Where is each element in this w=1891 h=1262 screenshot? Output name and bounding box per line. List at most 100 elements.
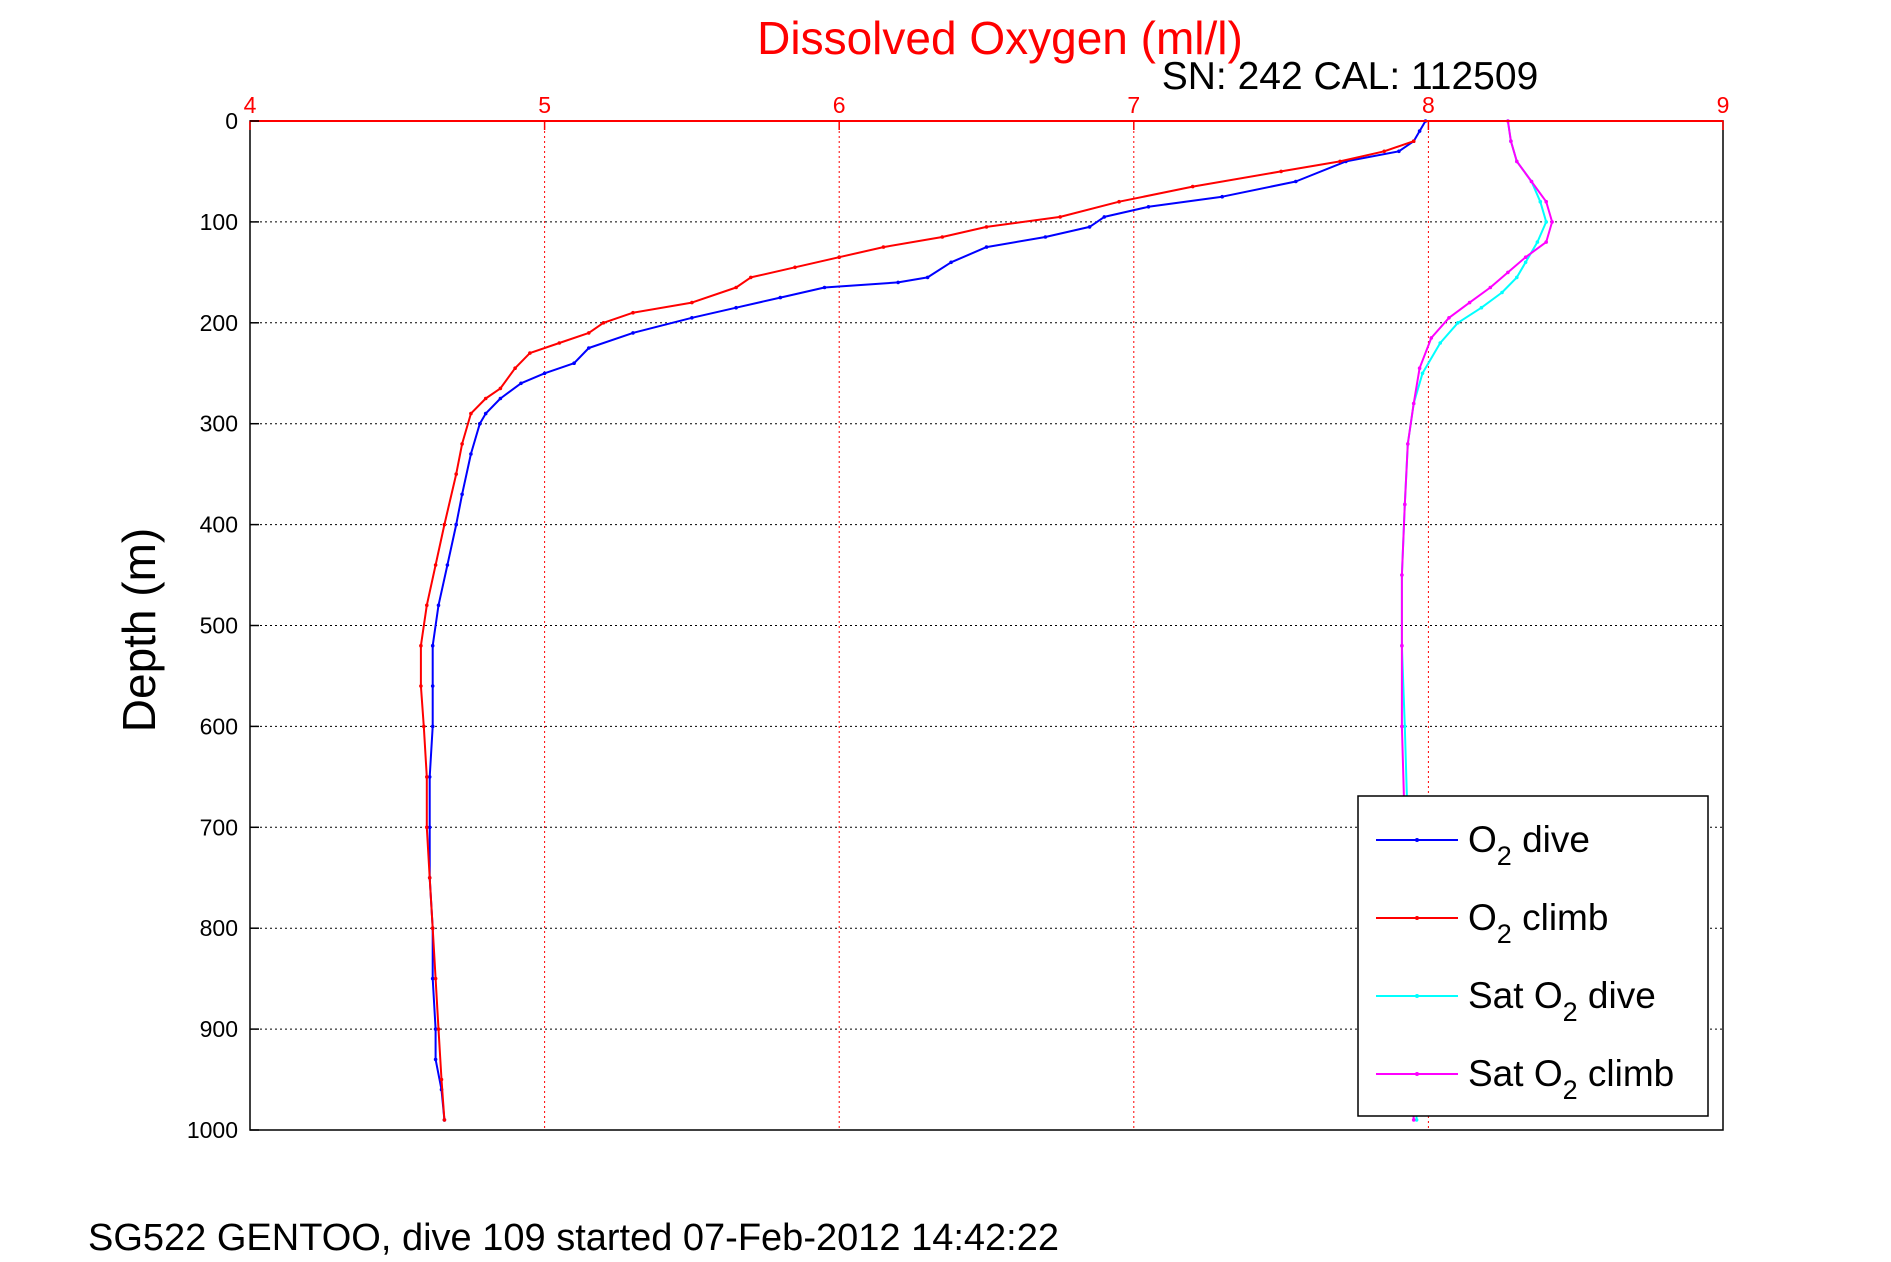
data-point xyxy=(1400,573,1404,577)
legend-box xyxy=(1357,795,1709,1117)
data-point xyxy=(1456,321,1460,325)
data-point xyxy=(1538,199,1543,204)
data-point xyxy=(557,341,562,345)
data-point xyxy=(984,245,989,249)
data-point xyxy=(1529,179,1534,184)
x-tick-label: 9 xyxy=(1717,92,1730,118)
data-point xyxy=(1523,255,1528,259)
data-point xyxy=(1515,275,1519,280)
data-point xyxy=(1117,199,1121,204)
legend-label: Sat O2 dive xyxy=(1468,975,1656,1027)
data-point xyxy=(445,563,450,567)
data-point xyxy=(519,381,523,386)
data-point xyxy=(425,825,429,830)
data-point xyxy=(1447,316,1451,320)
data-point xyxy=(1515,159,1519,164)
data-point xyxy=(1500,290,1504,295)
data-point xyxy=(454,472,459,476)
data-point xyxy=(513,366,517,371)
data-point xyxy=(1400,643,1404,648)
data-point xyxy=(483,396,488,401)
y-axis-label: Depth (m) xyxy=(113,528,165,732)
data-point xyxy=(1429,336,1434,340)
y-tick-label: 800 xyxy=(200,915,238,941)
data-point xyxy=(430,976,435,981)
data-point xyxy=(1338,159,1342,164)
legend-swatch-marker xyxy=(1415,838,1419,842)
data-point xyxy=(1523,260,1528,265)
x-tick-label: 7 xyxy=(1127,92,1140,118)
data-point xyxy=(1294,179,1298,184)
data-point xyxy=(1544,199,1548,204)
legend-item-o2-climb: O2 climb xyxy=(1376,897,1608,949)
data-point xyxy=(433,563,438,567)
data-point xyxy=(460,442,464,446)
data-point xyxy=(925,275,930,280)
data-point xyxy=(433,1057,438,1062)
data-point xyxy=(734,285,738,290)
data-point xyxy=(749,275,753,280)
data-point xyxy=(734,305,738,310)
data-point xyxy=(1414,1118,1419,1122)
data-point xyxy=(778,295,783,300)
data-point xyxy=(439,1077,444,1082)
legend-item-sat-climb: Sat O2 climb xyxy=(1376,1053,1674,1105)
y-tick-label: 900 xyxy=(200,1016,238,1042)
data-point xyxy=(631,310,635,315)
y-tick-label: 500 xyxy=(200,613,238,639)
data-point xyxy=(896,280,900,285)
data-point xyxy=(1479,305,1484,310)
data-point xyxy=(1506,270,1510,275)
data-point xyxy=(587,331,591,335)
data-point xyxy=(442,1118,447,1122)
data-point xyxy=(433,1027,438,1031)
y-tick-label: 300 xyxy=(200,411,238,437)
data-point xyxy=(1058,215,1062,219)
data-point xyxy=(881,245,886,249)
data-point xyxy=(601,321,606,325)
data-point xyxy=(1102,215,1107,219)
data-point xyxy=(478,421,482,426)
data-point xyxy=(1220,194,1224,199)
y-tick-label: 600 xyxy=(200,713,238,739)
series-line-sat-dive xyxy=(1400,120,1548,1120)
data-point xyxy=(940,235,945,239)
data-point xyxy=(1535,240,1540,244)
data-point xyxy=(1397,149,1401,154)
data-point xyxy=(498,396,503,401)
legend-label: O2 climb xyxy=(1468,897,1608,949)
series-line-sat-climb xyxy=(1400,120,1554,1120)
footer-caption: SG522 GENTOO, dive 109 started 07-Feb-20… xyxy=(88,1217,1059,1259)
y-tick-label: 200 xyxy=(200,310,238,336)
data-point xyxy=(1382,149,1386,154)
data-point xyxy=(454,522,459,527)
series-line-o2-climb xyxy=(419,140,1415,1120)
x-tick-label: 6 xyxy=(833,92,846,118)
data-point xyxy=(1488,285,1493,290)
data-point xyxy=(631,331,635,335)
data-point xyxy=(1146,205,1151,209)
data-point xyxy=(1400,724,1404,729)
data-point xyxy=(427,825,432,830)
x-tick-label: 5 xyxy=(538,92,551,118)
data-point xyxy=(793,265,797,270)
data-point xyxy=(1279,169,1283,174)
series-points-o2-dive xyxy=(427,119,1428,1122)
series-line-o2-dive xyxy=(428,120,1427,1120)
grid-lines xyxy=(250,121,1723,1130)
legend: O2 dive O2 climb Sat O2 dive Sat O2 climb xyxy=(1357,795,1709,1117)
y-tick-label: 400 xyxy=(200,512,238,538)
sensor-info: SN: 242 CAL: 112509 xyxy=(1162,55,1539,98)
data-point xyxy=(498,386,503,391)
data-point xyxy=(1190,184,1195,189)
data-point xyxy=(1467,300,1472,305)
data-point xyxy=(430,724,435,729)
chart-title: Dissolved Oxygen (ml/l) xyxy=(757,12,1243,64)
data-point xyxy=(430,926,435,930)
data-point xyxy=(1087,225,1092,229)
data-point xyxy=(984,225,989,229)
data-point xyxy=(1544,240,1548,244)
data-point xyxy=(1509,139,1513,143)
data-point xyxy=(949,260,953,265)
